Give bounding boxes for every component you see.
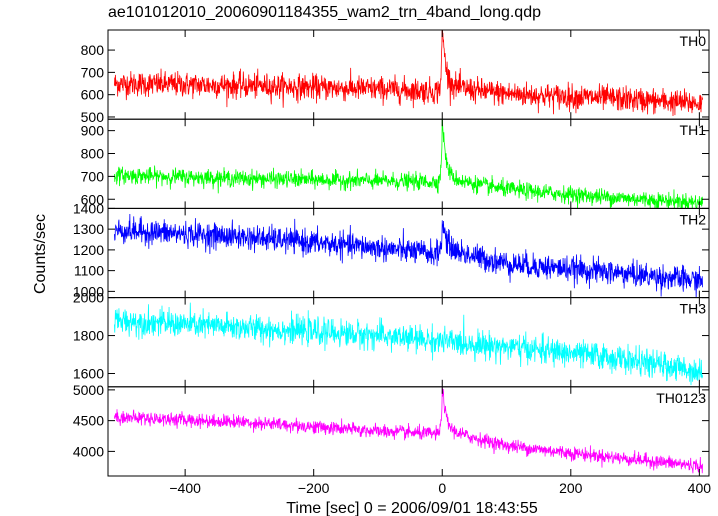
panel-th0123: 4000 4500 5000 TH0123 (73, 382, 710, 477)
y-tick-label: 500 (81, 109, 105, 125)
panels: 500 600 700 800 TH0 600 700 800 900 TH1 1000 1100 12… (73, 29, 712, 496)
series-line-th1 (114, 119, 703, 209)
y-tick-label: 5000 (73, 382, 104, 398)
y-tick-label: 1100 (74, 263, 104, 279)
y-tick-label: 700 (81, 168, 105, 184)
series-line-th0 (114, 30, 703, 116)
y-tick-label: 800 (81, 146, 105, 162)
y-tick-label: 2000 (73, 290, 104, 306)
chart-title: ae101012010_20060901184355_wam2_trn_4ban… (108, 4, 541, 21)
y-tick-label: 700 (81, 64, 105, 80)
y-tick-label: 1600 (73, 366, 104, 382)
panel-label: TH3 (680, 301, 707, 317)
x-tick-label: −400 (169, 480, 201, 496)
y-tick-label: 800 (81, 42, 105, 58)
y-tick-label: 4500 (73, 413, 104, 429)
y-tick-label: 1400 (73, 200, 104, 216)
x-tick-label: 400 (688, 480, 712, 496)
panel-label: TH2 (680, 211, 707, 227)
y-tick-label: 900 (81, 123, 105, 139)
x-axis-label: Time [sec] 0 = 2006/09/01 18:43:55 (286, 500, 538, 516)
y-tick-label: 600 (81, 191, 105, 207)
x-tick-label: 200 (559, 480, 583, 496)
y-tick-label: 4000 (73, 443, 104, 459)
y-tick-label: 1000 (73, 283, 104, 299)
panel-label: TH0123 (656, 390, 706, 406)
panel-th2: 1000 1100 1200 1300 1400 TH2 (73, 200, 710, 299)
series-line-th2 (114, 213, 703, 298)
y-tick-label: 1200 (73, 242, 104, 258)
series-line-th3 (114, 302, 703, 386)
panel-label: TH1 (680, 122, 707, 138)
panel-frame (107, 207, 710, 299)
x-tick-label: −200 (298, 480, 330, 496)
panel-th1: 600 700 800 900 TH1 (81, 118, 710, 209)
panel-label: TH0 (680, 33, 707, 49)
panel-th0: 500 600 700 800 TH0 (81, 29, 710, 125)
y-tick-label: 1300 (73, 221, 104, 237)
x-tick-label: 0 (438, 480, 446, 496)
series-line-th0123 (114, 386, 703, 474)
y-tick-label: 600 (81, 87, 105, 103)
panel-th3: 1600 1800 2000 TH3 (73, 290, 710, 388)
panel-frame (107, 386, 710, 477)
y-axis-label: Counts/sec (32, 214, 49, 294)
y-tick-label: 1800 (73, 328, 104, 344)
